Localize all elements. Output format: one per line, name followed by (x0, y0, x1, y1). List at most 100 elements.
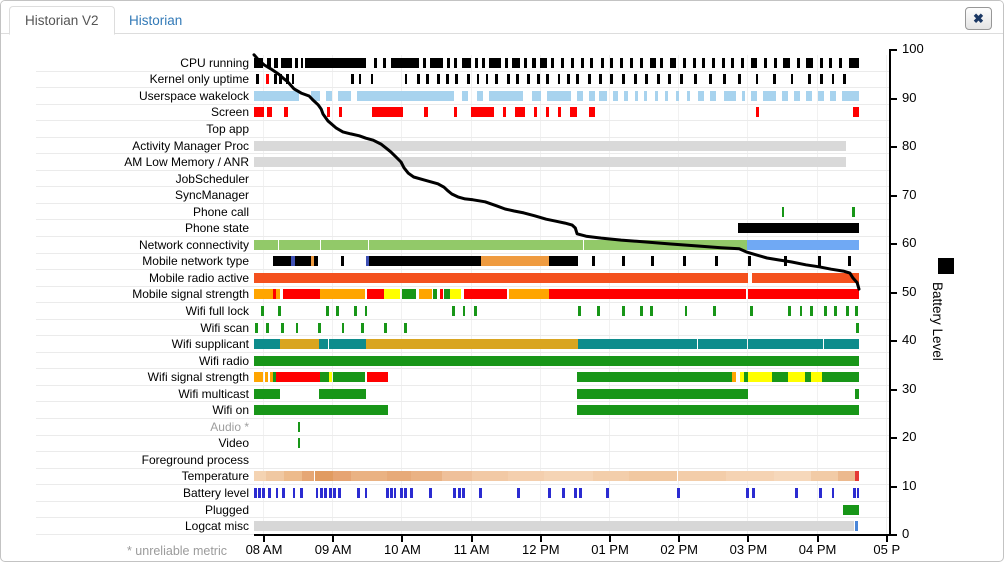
timeline-segment[interactable] (474, 305, 477, 316)
timeline-segment[interactable] (751, 272, 859, 283)
timeline-segment[interactable] (723, 74, 727, 85)
timeline-segment[interactable] (819, 487, 822, 498)
timeline-segment[interactable] (320, 239, 368, 250)
timeline-segment[interactable] (854, 521, 859, 532)
timeline-segment[interactable] (284, 471, 303, 482)
timeline-segment[interactable] (286, 74, 289, 85)
timeline-segment[interactable] (738, 74, 741, 85)
timeline-segment[interactable] (820, 74, 823, 85)
timeline-segment[interactable] (281, 322, 284, 333)
timeline-segment[interactable] (676, 487, 680, 498)
timeline-segment[interactable] (254, 388, 280, 399)
timeline-segment[interactable] (430, 57, 443, 68)
timeline-segment[interactable] (390, 487, 393, 498)
timeline-segment[interactable] (384, 289, 400, 300)
timeline-segment[interactable] (537, 74, 540, 85)
timeline-segment[interactable] (669, 57, 677, 68)
timeline-segment[interactable] (428, 487, 432, 498)
timeline-segment[interactable] (329, 487, 332, 498)
timeline-segment[interactable] (755, 74, 759, 85)
timeline-segment[interactable] (254, 107, 264, 118)
timeline-segment[interactable] (370, 74, 374, 85)
timeline-segment[interactable] (477, 90, 484, 101)
timeline-segment[interactable] (327, 107, 331, 118)
timeline-segment[interactable] (544, 471, 593, 482)
timeline-segment[interactable] (771, 372, 789, 383)
timeline-segment[interactable] (450, 289, 461, 300)
timeline-segment[interactable] (426, 74, 430, 85)
timeline-segment[interactable] (639, 305, 643, 316)
timeline-segment[interactable] (578, 339, 697, 350)
timeline-segment[interactable] (339, 107, 343, 118)
timeline-segment[interactable] (848, 256, 851, 267)
timeline-segment[interactable] (508, 471, 545, 482)
timeline-segment[interactable] (747, 239, 859, 250)
timeline-segment[interactable] (531, 90, 541, 101)
timeline-segment[interactable] (852, 487, 856, 498)
timeline-segment[interactable] (570, 107, 578, 118)
timeline-segment[interactable] (806, 57, 813, 68)
timeline-segment[interactable] (385, 487, 389, 498)
timeline-segment[interactable] (589, 107, 596, 118)
timeline-segment[interactable] (694, 74, 698, 85)
timeline-segment[interactable] (578, 487, 582, 498)
timeline-segment[interactable] (267, 107, 273, 118)
timeline-segment[interactable] (299, 487, 303, 498)
timeline-segment[interactable] (793, 90, 800, 101)
timeline-segment[interactable] (829, 90, 836, 101)
timeline-segment[interactable] (713, 305, 716, 316)
timeline-segment[interactable] (702, 57, 706, 68)
timeline-segment[interactable] (799, 305, 803, 316)
timeline-segment[interactable] (764, 57, 768, 68)
timeline-segment[interactable] (697, 339, 748, 350)
timeline-segment[interactable] (329, 372, 333, 383)
timeline-segment[interactable] (283, 289, 320, 300)
timeline-segment[interactable] (318, 339, 328, 350)
timeline-segment[interactable] (495, 74, 499, 85)
timeline-segment[interactable] (454, 57, 458, 68)
timeline-segment[interactable] (817, 90, 824, 101)
timeline-segment[interactable] (266, 322, 269, 333)
timeline-segment[interactable] (462, 305, 466, 316)
timeline-segment[interactable] (656, 74, 660, 85)
timeline-segment[interactable] (382, 57, 387, 68)
timeline-segment[interactable] (466, 74, 470, 85)
timeline-segment[interactable] (410, 487, 413, 498)
timeline-segment[interactable] (461, 57, 471, 68)
timeline-segment[interactable] (404, 487, 407, 498)
timeline-segment[interactable] (639, 57, 643, 68)
timeline-segment[interactable] (805, 372, 812, 383)
timeline-segment[interactable] (574, 487, 577, 498)
timeline-segment[interactable] (848, 57, 859, 68)
timeline-segment[interactable] (742, 90, 746, 101)
timeline-segment[interactable] (457, 487, 461, 498)
timeline-segment[interactable] (748, 372, 772, 383)
timeline-segment[interactable] (645, 74, 649, 85)
timeline-segment[interactable] (698, 90, 705, 101)
timeline-segment[interactable] (292, 487, 296, 498)
timeline-segment[interactable] (571, 57, 575, 68)
timeline-segment[interactable] (738, 223, 859, 234)
timeline-segment[interactable] (266, 57, 271, 68)
timeline-segment[interactable] (462, 90, 469, 101)
timeline-segment[interactable] (846, 305, 849, 316)
timeline-segment[interactable] (254, 355, 859, 366)
tab-historian-v2[interactable]: Historian V2 (9, 6, 115, 35)
timeline-segment[interactable] (273, 74, 277, 85)
timeline-segment[interactable] (589, 90, 596, 101)
timeline-segment[interactable] (856, 487, 860, 498)
timeline-segment[interactable] (254, 157, 846, 168)
timeline-segment[interactable] (318, 322, 321, 333)
timeline-segment[interactable] (829, 57, 833, 68)
timeline-segment[interactable] (546, 107, 550, 118)
timeline-segment[interactable] (567, 74, 571, 85)
timeline-segment[interactable] (485, 74, 489, 85)
timeline-segment[interactable] (546, 74, 549, 85)
timeline-segment[interactable] (598, 74, 602, 85)
timeline-segment[interactable] (404, 74, 408, 85)
timeline-segment[interactable] (592, 471, 630, 482)
timeline-segment[interactable] (810, 471, 838, 482)
timeline-segment[interactable] (561, 57, 565, 68)
timeline-segment[interactable] (258, 487, 261, 498)
timeline-segment[interactable] (794, 487, 798, 498)
